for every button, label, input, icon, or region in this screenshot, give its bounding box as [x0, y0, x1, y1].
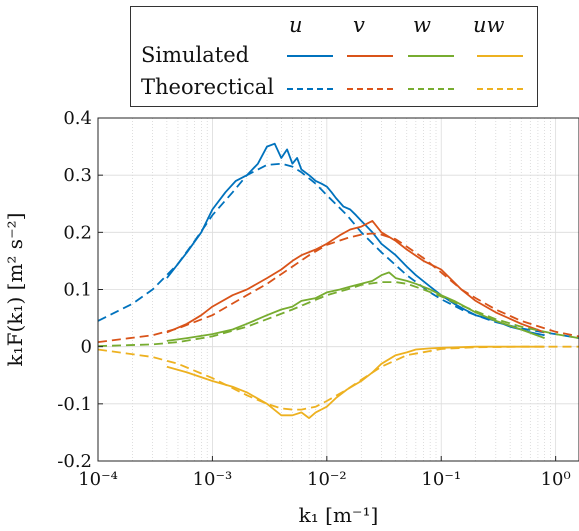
x-tick-label: 10⁻¹: [421, 469, 461, 490]
series-v-theoretical: [97, 232, 579, 343]
legend-swatch-uw-simulated: [477, 55, 523, 57]
series-w-simulated: [166, 271, 545, 342]
legend-swatch-w-simulated: [408, 55, 454, 57]
legend-header-uw: uw: [473, 13, 505, 37]
y-tick-label: -0.2: [57, 451, 92, 472]
legend: u v w uw Simulated Theorectical: [130, 6, 538, 107]
y-tick-label: 0.2: [63, 222, 92, 243]
series-w-theoretical: [97, 281, 579, 347]
axis-ticks: 10⁻⁴ 10⁻³ 10⁻² 10⁻¹ 10⁰ -0.2 -0.1 0 0.1 0.2 0.3 0.4: [57, 108, 570, 490]
y-tick-label: 0.4: [63, 108, 92, 129]
legend-swatch-u-theoretical: [287, 88, 333, 90]
series-v-simulated: [166, 219, 545, 334]
legend-swatch-v-theoretical: [347, 88, 393, 90]
legend-swatch-w-theoretical: [408, 88, 454, 90]
series-u-simulated: [166, 142, 545, 337]
y-tick-label: 0.1: [63, 280, 92, 301]
x-axis-label: k₁ [m⁻¹]: [299, 503, 379, 527]
legend-header-v: v: [353, 13, 365, 37]
legend-swatch-u-simulated: [287, 55, 333, 57]
series-uw-simulated: [166, 345, 545, 420]
x-tick-label: 10⁻⁴: [78, 469, 118, 490]
y-tick-label: 0.3: [63, 165, 92, 186]
x-tick-label: 10⁻³: [193, 469, 233, 490]
legend-header-w: w: [413, 13, 431, 37]
x-tick-label: 10⁻²: [307, 469, 347, 490]
legend-swatch-uw-theoretical: [477, 88, 523, 90]
x-tick-label: 10⁰: [541, 469, 571, 490]
y-tick-label: 0: [81, 337, 92, 358]
legend-row-simulated: Simulated: [141, 43, 250, 67]
series-u-theoretical: [97, 162, 579, 339]
legend-swatch-v-simulated: [347, 55, 393, 57]
series-uw-theoretical: [97, 345, 579, 411]
y-axis-label: k₁F(k₁) [m² s⁻²]: [3, 213, 27, 367]
legend-row-theoretical: Theorectical: [141, 75, 274, 99]
y-tick-label: -0.1: [57, 394, 92, 415]
legend-header-u: u: [289, 13, 303, 37]
series-lines: [97, 142, 579, 420]
